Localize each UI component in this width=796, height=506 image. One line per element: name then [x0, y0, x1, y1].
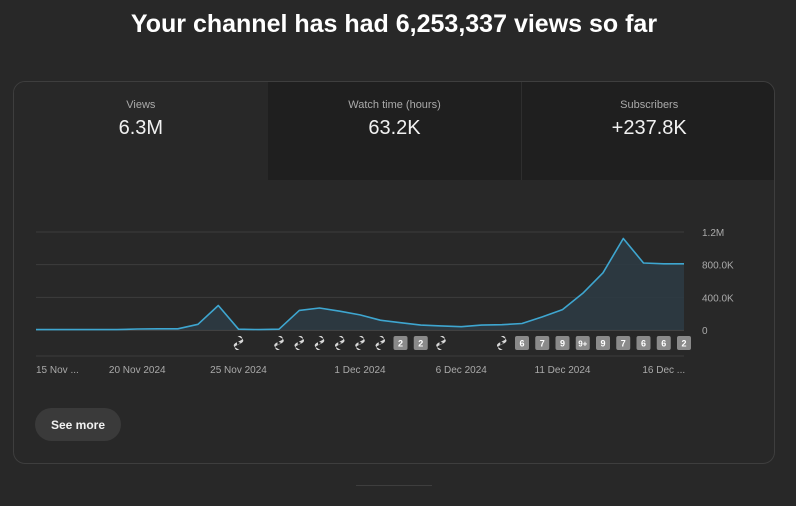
video-count-badge[interactable] [535, 336, 550, 350]
tab-subscribers-label: Subscribers [620, 99, 679, 111]
video-count-badge-label: 9 [600, 339, 605, 349]
x-tick-label: 15 Nov ... [36, 365, 79, 376]
metric-tabs: Views 6.3M Watch time (hours) 63.2K Subs… [14, 82, 774, 180]
views-area [36, 238, 684, 330]
shorts-icon[interactable] [274, 336, 284, 350]
shorts-icon[interactable] [334, 336, 345, 350]
x-tick-label: 11 Dec 2024 [535, 365, 591, 376]
y-tick-label: 400.0K [702, 293, 734, 304]
video-count-badge-label: 2 [681, 339, 686, 349]
shorts-icon[interactable] [314, 336, 325, 350]
see-more-button[interactable]: See more [35, 408, 122, 441]
video-count-badge-label: 6 [641, 339, 646, 349]
video-count-badge-label: 7 [621, 339, 626, 349]
video-count-badge-label: 6 [519, 339, 524, 349]
video-count-badge[interactable] [515, 336, 529, 350]
video-count-badge[interactable] [656, 336, 671, 350]
shorts-icon[interactable] [233, 336, 244, 350]
video-count-badge-label: 7 [540, 339, 545, 349]
video-count-badge[interactable] [393, 336, 408, 350]
video-count-badge[interactable] [413, 336, 428, 350]
shorts-icon[interactable] [355, 336, 365, 350]
page-headline: Your channel has had 6,253,337 views so … [130, 10, 658, 38]
shorts-icon[interactable] [294, 336, 305, 350]
video-count-badge-label: 6 [661, 339, 666, 349]
x-tick-label: 1 Dec 2024 [334, 365, 386, 376]
bottom-divider [356, 485, 432, 486]
x-tick-label: 6 Dec 2024 [436, 365, 488, 376]
tab-subscribers[interactable]: Subscribers +237.8K [521, 82, 774, 180]
y-tick-label: 800.0K [702, 261, 734, 272]
shorts-icon[interactable] [375, 336, 386, 350]
video-count-badge-label: 9 [560, 339, 565, 349]
y-tick-label: 0 [702, 326, 708, 337]
tab-views-label: Views [126, 99, 156, 111]
views-chart: 1.2M 800.0K 400.0K 0 2 2 6 7 9 9+ 9 7 6 6 2 15 Nov ... 2… [36, 228, 734, 376]
tab-views[interactable]: Views 6.3M [14, 82, 268, 180]
video-count-badge-label: 2 [398, 339, 403, 349]
x-tick-label: 16 Dec ... [642, 365, 685, 376]
shorts-icon[interactable] [496, 336, 507, 350]
shorts-icon[interactable] [436, 336, 446, 350]
video-count-badge[interactable] [677, 336, 691, 350]
tab-views-value: 6.3M [118, 117, 164, 139]
tab-watch-time-value: 63.2K [368, 117, 421, 139]
tab-watch-time-label: Watch time (hours) [348, 99, 441, 111]
video-count-badge-label: 9+ [578, 340, 587, 349]
x-tick-label: 25 Nov 2024 [210, 365, 267, 376]
video-count-badge[interactable] [636, 336, 651, 350]
tab-watch-time[interactable]: Watch time (hours) 63.2K [267, 82, 522, 180]
video-count-badge[interactable] [555, 336, 570, 350]
x-tick-label: 20 Nov 2024 [109, 365, 166, 376]
video-count-badge[interactable] [596, 336, 610, 350]
video-count-badge-label: 2 [418, 339, 423, 349]
video-count-badge[interactable] [616, 336, 631, 350]
y-tick-label: 1.2M [702, 228, 724, 239]
video-count-badge[interactable] [575, 336, 590, 350]
tab-subscribers-value: +237.8K [611, 117, 687, 139]
analytics-card: Views 6.3M Watch time (hours) 63.2K Subs… [13, 81, 775, 464]
views-line [36, 237, 684, 331]
